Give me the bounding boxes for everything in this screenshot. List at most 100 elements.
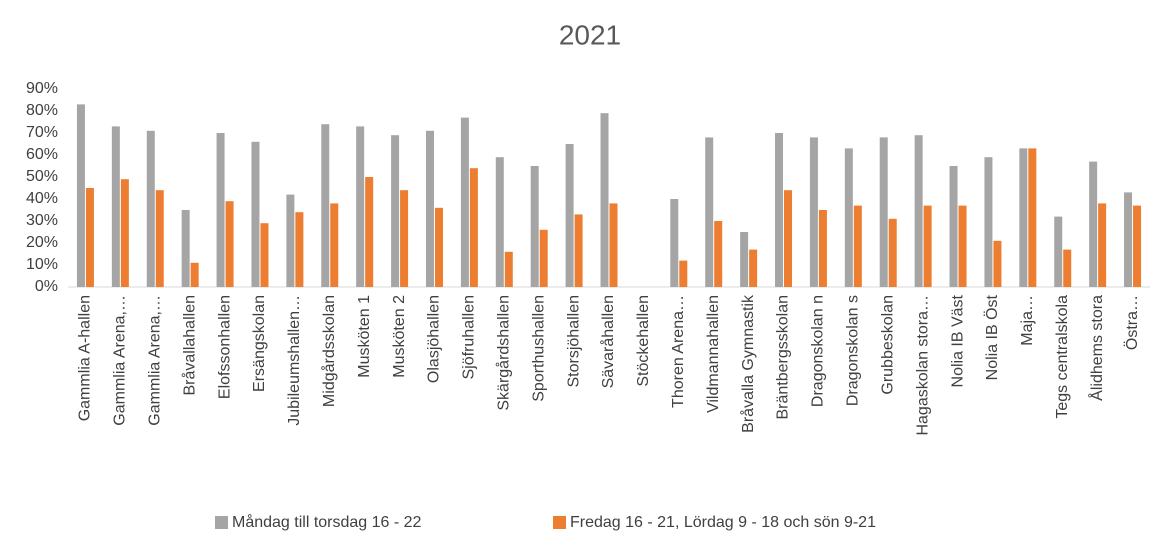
x-tick-label: Nolia IB Öst (983, 294, 1001, 380)
y-tick-label: 70% (26, 124, 58, 141)
bar (1089, 161, 1098, 287)
bar (853, 205, 862, 287)
bar (1028, 148, 1037, 287)
bar (574, 214, 583, 287)
bar (705, 137, 714, 287)
y-tick-label: 60% (26, 146, 58, 163)
bar (809, 137, 818, 287)
x-tick-label: Tegs centralskola (1054, 295, 1071, 419)
bar (879, 137, 888, 287)
x-tick-label: Grubbeskolan (879, 295, 896, 395)
bar (181, 210, 190, 287)
x-tick-label: Storsjöhallen (565, 295, 582, 388)
x-tick-label: Vildmannahallen (705, 295, 722, 413)
legend-label: Fredag 16 - 21, Lördag 9 - 18 och sön 9-… (570, 514, 876, 531)
bar (356, 126, 365, 288)
x-tick-label: Sävaråhallen (599, 295, 617, 388)
legend-swatch (215, 516, 228, 529)
bar (76, 104, 85, 288)
x-tick-label: Nolia IB Väst (949, 294, 966, 387)
x-tick-label: Musköten 1 (356, 295, 373, 378)
bar (120, 179, 129, 287)
bar (391, 135, 400, 287)
bar (330, 203, 339, 287)
bar (1063, 249, 1072, 287)
bar (434, 207, 443, 287)
y-tick-label: 90% (26, 80, 58, 97)
bar (321, 124, 330, 287)
x-tick-label: Stöckehallen (635, 295, 652, 387)
bar (844, 148, 853, 287)
x-tick-label: Ålidhems stora (1087, 295, 1106, 401)
bar (469, 168, 478, 287)
bar (1133, 205, 1142, 287)
bar (260, 223, 269, 287)
x-tick-label: Gammlia Arena,… (146, 295, 163, 426)
x-tick-label: Dragonskolan s (845, 295, 862, 406)
x-tick-label: Bråvallahallen (180, 295, 198, 396)
bar (784, 190, 793, 287)
y-tick-label: 0% (35, 278, 58, 295)
bar (984, 157, 993, 287)
bar (251, 141, 260, 287)
bar (425, 130, 434, 287)
x-tick-label: Gammlia Arena,… (112, 295, 129, 426)
x-tick-label: Skärgårdshallen (495, 295, 513, 411)
bar (1054, 216, 1063, 287)
bar (504, 251, 513, 287)
bar (609, 203, 618, 287)
bar (749, 249, 758, 287)
bar (530, 166, 539, 287)
bar (111, 126, 120, 288)
y-tick-label: 40% (26, 190, 58, 207)
bar (365, 177, 374, 287)
bar (818, 210, 827, 287)
x-tick-label: Thoren Arena… (670, 295, 687, 408)
bar (670, 199, 679, 287)
bar (190, 262, 199, 287)
bar (923, 205, 932, 287)
y-tick-label: 20% (26, 234, 58, 251)
bar (225, 201, 234, 287)
x-tick-label: Sjöfruhallen (461, 295, 478, 380)
bar (1019, 148, 1028, 287)
x-tick-label: Midgårdsskolan (320, 295, 338, 407)
bar (146, 130, 155, 287)
chart-title: 2021 (559, 19, 621, 50)
bar (216, 133, 225, 287)
x-tick-label: Gammlia A-hallen (77, 295, 94, 421)
legend-swatch (553, 516, 566, 529)
x-tick-label: Bråvalla Gymnastik (739, 294, 757, 433)
bar (85, 188, 94, 287)
x-tick-label: Sporthushallen (530, 295, 547, 402)
bar (958, 205, 967, 287)
bar (993, 240, 1002, 287)
x-tick-label: Musköten 2 (391, 295, 408, 378)
x-tick-label: Ersängskolan (251, 295, 268, 392)
bar (155, 190, 164, 287)
x-tick-label: Hagaskolan stora… (914, 295, 931, 436)
bar (295, 212, 304, 287)
bar (740, 232, 749, 287)
x-tick-label: Jubileumshallen… (286, 295, 303, 426)
bar (949, 166, 958, 287)
bar (495, 157, 504, 287)
x-tick-label: Dragonskolan n (810, 295, 827, 407)
bar (714, 221, 723, 287)
bar (539, 229, 548, 287)
bar (1124, 192, 1133, 287)
x-tick-label: Elofssonhallen (216, 295, 233, 399)
x-tick-label: Olasjöhallen (426, 295, 443, 383)
y-tick-label: 30% (26, 212, 58, 229)
bar (775, 133, 784, 287)
bar (1098, 203, 1107, 287)
y-tick-label: 80% (26, 102, 58, 119)
bar (914, 135, 923, 287)
legend-label: Måndag till torsdag 16 - 22 (232, 513, 422, 531)
bar (888, 218, 897, 287)
bar (679, 260, 688, 287)
bar (565, 144, 574, 287)
bar (460, 117, 469, 287)
x-tick-label: Maja… (1019, 295, 1036, 346)
